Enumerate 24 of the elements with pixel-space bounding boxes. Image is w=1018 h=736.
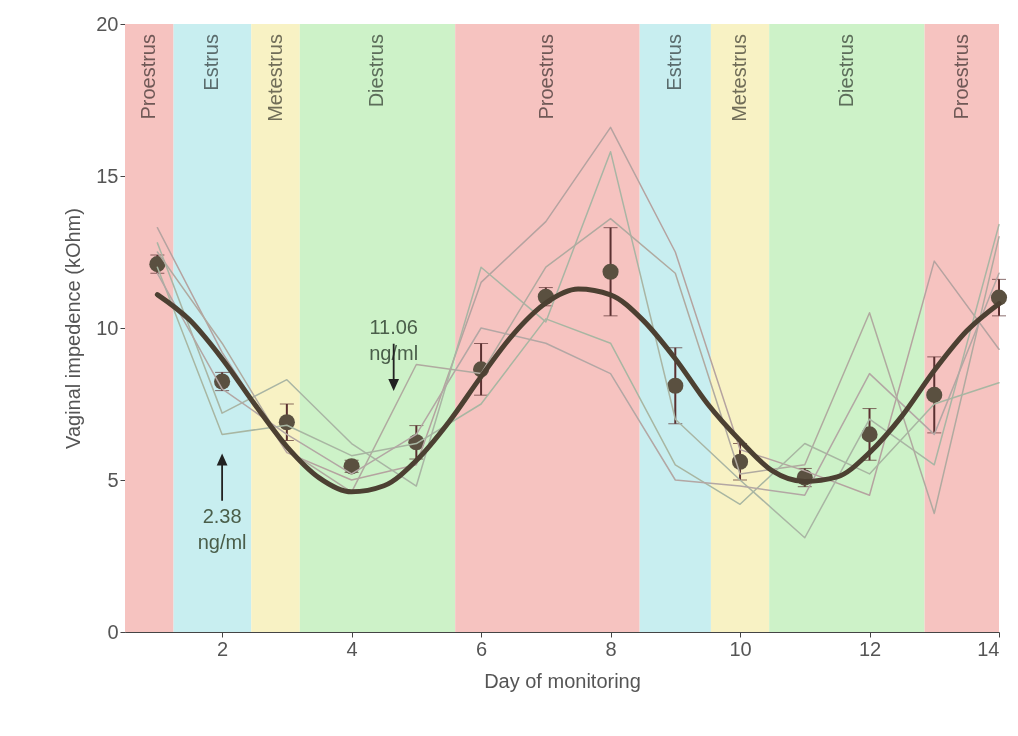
y-tick-label: 5 (107, 468, 119, 491)
y-tick-label: 20 (96, 12, 119, 35)
y-tick-label: 15 (96, 164, 119, 187)
band-label: Proestrus (949, 34, 972, 120)
annotation: 2.38 ng/ml (197, 504, 247, 553)
band-label: Metestrus (263, 34, 286, 122)
x-tick-label: 8 (605, 637, 617, 660)
band-label: Proestrus (137, 34, 160, 120)
x-tick-label: 10 (729, 637, 752, 660)
band-label: Diestrus (834, 34, 857, 108)
x-tick-label: 2 (217, 637, 229, 660)
band-label: Estrus (200, 34, 223, 91)
y-tick-label: 0 (107, 620, 119, 643)
x-tick-label: 6 (476, 637, 488, 660)
x-axis-title: Day of monitoring (484, 669, 641, 692)
y-tick-label: 10 (96, 316, 119, 339)
x-tick-label: 14 (977, 637, 1000, 660)
y-axis-title: Vaginal impedence (kOhm) (62, 208, 85, 449)
x-tick-label: 4 (346, 637, 358, 660)
band-label: Estrus (663, 34, 686, 91)
band-label: Metestrus (728, 34, 751, 122)
band-label: Diestrus (365, 34, 388, 108)
band-label: Proestrus (535, 34, 558, 120)
x-tick-label: 12 (858, 637, 882, 660)
